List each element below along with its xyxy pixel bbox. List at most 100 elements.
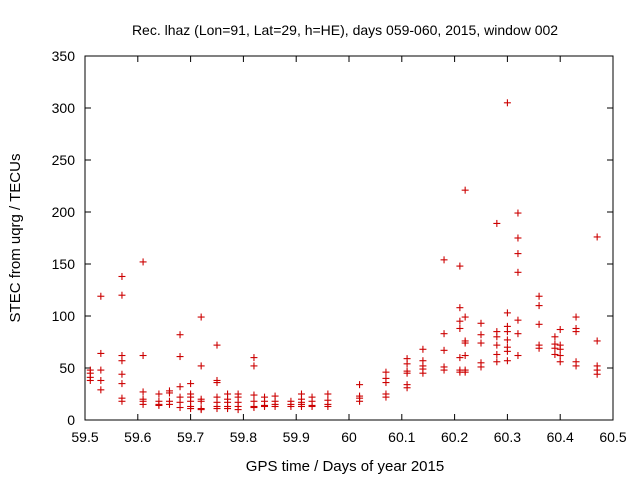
- data-point: [308, 402, 316, 410]
- data-point: [118, 370, 126, 378]
- data-point: [356, 381, 364, 389]
- data-point: [224, 405, 232, 413]
- x-axis-title: GPS time / Days of year 2015: [246, 458, 444, 475]
- data-point: [155, 390, 163, 398]
- x-tick-labels: 59.5 59.6 59.7 59.8 59.9 60 60.1 60.2 60.3 60.4 60…: [71, 429, 626, 445]
- data-point: [213, 405, 221, 413]
- data-point: [477, 331, 485, 339]
- data-point: [165, 400, 173, 408]
- data-point: [139, 400, 147, 408]
- data-point: [572, 328, 580, 336]
- data-point: [118, 397, 126, 405]
- data-point: [287, 402, 295, 410]
- data-point: [165, 389, 173, 397]
- chart-title: Rec. lhaz (Lon=91, Lat=29, h=HE), days 0…: [132, 22, 558, 38]
- data-point: [572, 313, 580, 321]
- data-point: [514, 268, 522, 276]
- data-point: [97, 349, 105, 357]
- data-point: [213, 341, 221, 349]
- data-point: [572, 362, 580, 370]
- x-tick-label: 60.5: [599, 429, 626, 445]
- data-point: [440, 366, 448, 374]
- data-point: [176, 331, 184, 339]
- data-point: [535, 320, 543, 328]
- data-point: [461, 368, 469, 376]
- x-tick-label: 60.3: [494, 429, 521, 445]
- data-point: [97, 292, 105, 300]
- data-point: [503, 328, 511, 336]
- data-point: [514, 330, 522, 338]
- data-point: [197, 362, 205, 370]
- y-tick-labels: 0 50 100 150 200 250 300 350: [52, 48, 76, 428]
- data-point: [250, 404, 258, 412]
- data-point: [503, 99, 511, 107]
- data-point: [118, 357, 126, 365]
- data-point: [456, 304, 464, 312]
- data-point: [551, 344, 559, 352]
- data-point: [382, 368, 390, 376]
- data-point: [503, 336, 511, 344]
- y-tick-label: 300: [52, 100, 76, 116]
- x-tick-label: 59.8: [230, 429, 257, 445]
- data-point: [593, 233, 601, 241]
- x-tick-label: 60.2: [441, 429, 468, 445]
- x-tick-label: 59.9: [283, 429, 310, 445]
- y-axis-title: STEC from uqrg / TECUs: [7, 154, 24, 323]
- data-point: [382, 379, 390, 387]
- plot-frame: [84, 55, 614, 421]
- data-point: [139, 352, 147, 360]
- data-point: [139, 388, 147, 396]
- data-point: [234, 406, 242, 414]
- y-tick-label: 50: [59, 360, 75, 376]
- data-point: [261, 402, 269, 410]
- data-point: [535, 302, 543, 310]
- data-point: [403, 384, 411, 392]
- data-point: [461, 186, 469, 194]
- data-point: [403, 369, 411, 377]
- axis-ticks: [84, 55, 614, 421]
- data-point: [197, 313, 205, 321]
- data-points: [86, 99, 601, 414]
- data-point: [514, 234, 522, 242]
- data-point: [493, 333, 501, 341]
- data-point: [213, 379, 221, 387]
- data-point: [461, 313, 469, 321]
- data-point: [297, 402, 305, 410]
- data-point: [503, 309, 511, 317]
- data-point: [187, 405, 195, 413]
- y-tick-label: 250: [52, 152, 76, 168]
- data-point: [535, 292, 543, 300]
- data-point: [461, 339, 469, 347]
- y-tick-label: 350: [52, 48, 76, 64]
- data-point: [382, 393, 390, 401]
- data-point: [477, 339, 485, 347]
- data-point: [556, 326, 564, 334]
- data-point: [477, 319, 485, 327]
- data-point: [250, 362, 258, 370]
- data-point: [155, 401, 163, 409]
- data-point: [97, 376, 105, 384]
- data-point: [535, 344, 543, 352]
- data-point: [456, 262, 464, 270]
- data-point: [197, 406, 205, 414]
- data-point: [556, 352, 564, 360]
- x-tick-label: 60.4: [547, 429, 574, 445]
- data-point: [197, 397, 205, 405]
- x-tick-label: 59.7: [177, 429, 204, 445]
- data-point: [440, 256, 448, 264]
- x-tick-label: 60.1: [388, 429, 415, 445]
- data-point: [514, 352, 522, 360]
- data-point: [324, 390, 332, 398]
- data-point: [493, 350, 501, 358]
- data-point: [593, 370, 601, 378]
- y-tick-label: 100: [52, 308, 76, 324]
- y-tick-label: 150: [52, 256, 76, 272]
- data-point: [440, 330, 448, 338]
- x-tick-label: 60: [341, 429, 357, 445]
- data-point: [456, 317, 464, 325]
- data-point: [551, 350, 559, 358]
- data-point: [556, 358, 564, 366]
- data-point: [493, 219, 501, 227]
- data-point: [97, 366, 105, 374]
